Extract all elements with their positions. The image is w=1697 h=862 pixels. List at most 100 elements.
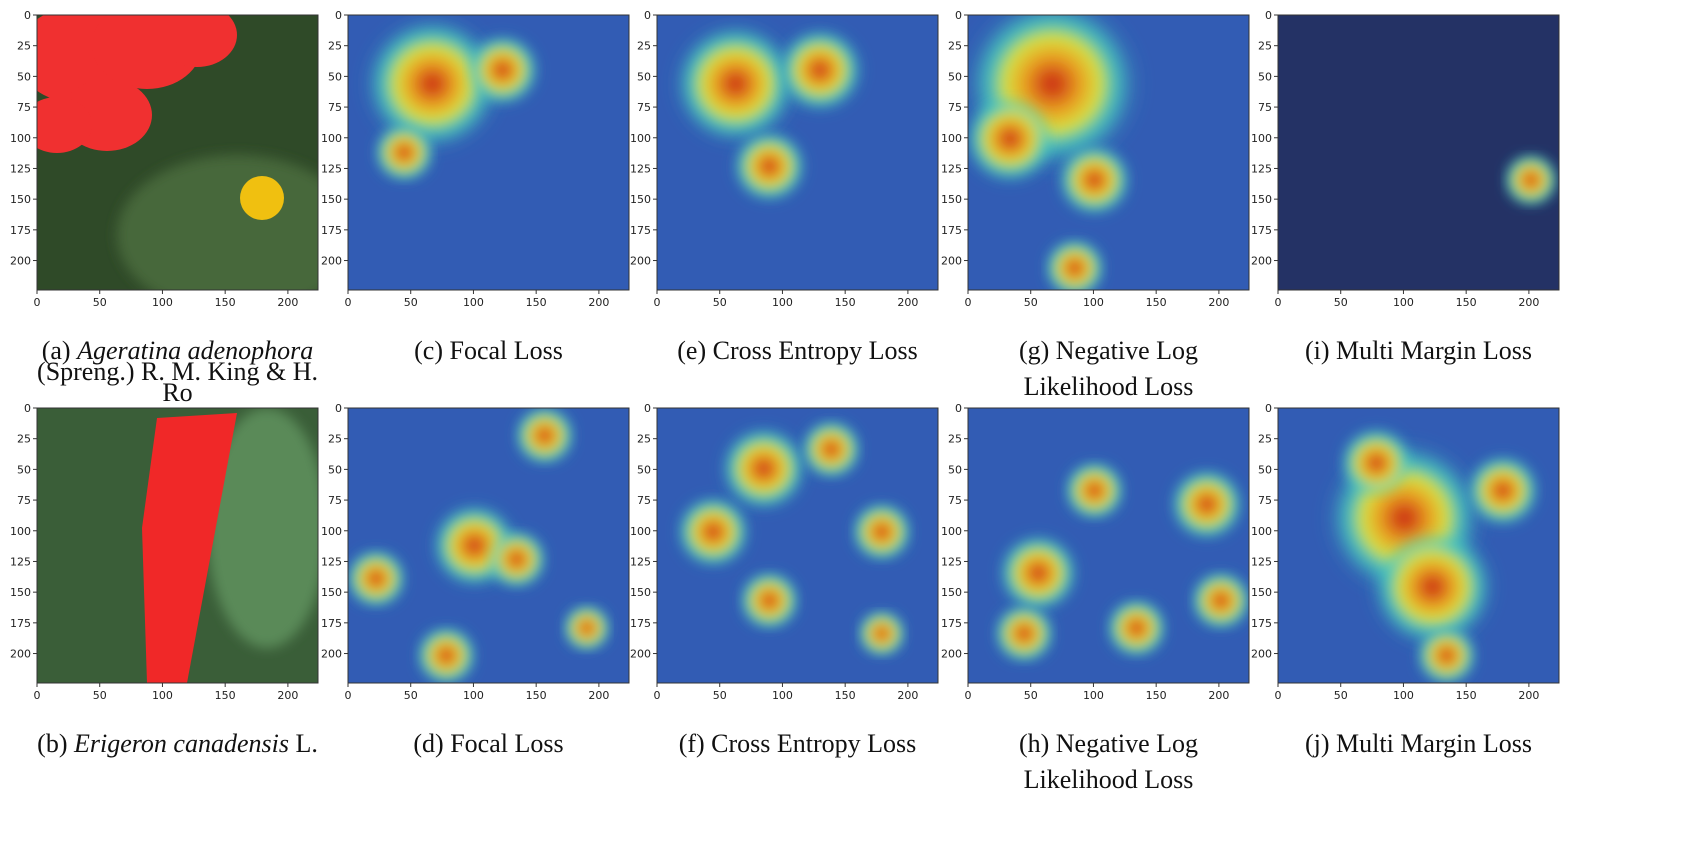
- caption: Likelihood Loss: [1024, 372, 1194, 401]
- heat-core: [1001, 537, 1075, 609]
- heat-core: [418, 628, 475, 683]
- caption-part: (b): [37, 729, 74, 758]
- x-tick-label: 50: [1024, 296, 1038, 309]
- y-tick-label: 0: [1265, 9, 1272, 22]
- x-tick-label: 50: [404, 296, 418, 309]
- heat-core: [741, 573, 798, 628]
- x-tick-label: 150: [526, 689, 547, 702]
- y-tick-label: 0: [644, 9, 651, 22]
- caption-part: Ageratina adenophora: [75, 336, 313, 365]
- y-tick-label: 175: [941, 224, 962, 237]
- x-tick-label: 150: [215, 689, 236, 702]
- y-tick-label: 0: [644, 402, 651, 415]
- y-tick-label: 25: [948, 433, 962, 446]
- y-tick-label: 0: [335, 9, 342, 22]
- y-tick-label: 0: [955, 9, 962, 22]
- caption-part: (d) Focal Loss: [413, 729, 563, 758]
- y-tick-label: 75: [328, 101, 342, 114]
- x-tick-label: 50: [93, 689, 107, 702]
- x-tick-label: 0: [345, 296, 352, 309]
- x-tick-label: 100: [463, 296, 484, 309]
- caption: (a) Ageratina adenophora: [42, 336, 314, 365]
- y-tick-label: 125: [321, 555, 342, 568]
- y-tick-label: 50: [948, 70, 962, 83]
- heat-core: [516, 408, 573, 463]
- y-tick-label: 100: [941, 525, 962, 538]
- caption: (c) Focal Loss: [414, 336, 563, 365]
- x-tick-label: 200: [897, 689, 918, 702]
- y-tick-label: 75: [948, 101, 962, 114]
- panel: 0 50 100 150 200 0 25 50 75 100 125 150 175 200 (b) Er…: [10, 402, 319, 758]
- x-tick-label: 100: [152, 296, 173, 309]
- frame: [1277, 14, 1560, 291]
- heat-core: [853, 504, 910, 560]
- x-tick-label: 200: [1208, 296, 1229, 309]
- y-tick-label: 0: [1265, 402, 1272, 415]
- panel: 0 50 100 150 200 0 25 50 75 100 125 150 175 200 (c) Fo…: [321, 9, 630, 365]
- heat-core: [996, 606, 1053, 661]
- heat-core: [1046, 240, 1103, 290]
- y-tick-label: 25: [637, 40, 651, 53]
- red-plant: [142, 413, 237, 683]
- y-tick-label: 50: [1258, 70, 1272, 83]
- y-tick-label: 200: [10, 255, 31, 268]
- y-tick-label: 125: [630, 555, 651, 568]
- x-tick-label: 50: [713, 296, 727, 309]
- x-tick-label: 0: [654, 689, 661, 702]
- caption-part: (c) Focal Loss: [414, 336, 563, 365]
- x-tick-label: 0: [34, 296, 41, 309]
- heat-core: [1066, 463, 1123, 518]
- panel: 0 50 100 150 200 0 25 50 75 100 125 150 175 200 (g) Ne…: [941, 9, 1250, 401]
- y-tick-label: 50: [637, 463, 651, 476]
- image: [1278, 15, 1559, 290]
- image: [37, 15, 318, 290]
- heat-core: [488, 531, 545, 587]
- y-tick-label: 150: [941, 586, 962, 599]
- caption-part: Erigeron canadensis: [73, 729, 289, 758]
- y-tick-label: 175: [321, 617, 342, 630]
- y-tick-label: 75: [328, 494, 342, 507]
- x-tick-label: 150: [835, 689, 856, 702]
- y-tick-label: 175: [1251, 224, 1272, 237]
- heat-core: [564, 606, 610, 650]
- x-tick-label: 50: [1334, 296, 1348, 309]
- y-tick-label: 125: [321, 162, 342, 175]
- heat-core: [968, 97, 1053, 180]
- x-tick-label: 50: [93, 296, 107, 309]
- y-tick-label: 150: [1251, 193, 1272, 206]
- y-tick-label: 100: [630, 525, 651, 538]
- y-tick-label: 50: [948, 463, 962, 476]
- y-tick-label: 25: [1258, 433, 1272, 446]
- x-tick-label: 100: [1393, 689, 1414, 702]
- x-tick-label: 200: [588, 689, 609, 702]
- heat-core: [1060, 147, 1129, 213]
- caption-part: L.: [289, 729, 318, 758]
- heat-core: [348, 551, 405, 606]
- image: [657, 408, 938, 683]
- caption: (i) Multi Margin Loss: [1305, 336, 1532, 365]
- y-tick-label: 175: [941, 617, 962, 630]
- y-tick-label: 0: [335, 402, 342, 415]
- y-tick-label: 175: [321, 224, 342, 237]
- y-tick-label: 75: [17, 101, 31, 114]
- x-tick-label: 100: [772, 689, 793, 702]
- x-tick-label: 0: [34, 689, 41, 702]
- y-tick-label: 200: [630, 255, 651, 268]
- frame: [656, 407, 939, 684]
- caption-part: (a): [42, 336, 77, 365]
- x-tick-label: 0: [345, 689, 352, 702]
- heat-core: [859, 611, 905, 656]
- x-tick-label: 100: [152, 689, 173, 702]
- x-tick-label: 200: [1518, 689, 1539, 702]
- caption-part: Likelihood Loss: [1024, 765, 1194, 794]
- x-tick-label: 50: [713, 689, 727, 702]
- frame: [36, 14, 319, 291]
- x-tick-label: 200: [897, 296, 918, 309]
- caption: (Spreng.) R. M. King & H.: [37, 357, 318, 386]
- x-tick-label: 150: [835, 296, 856, 309]
- heat-core: [468, 37, 537, 103]
- caption: (b) Erigeron canadensis L.: [37, 729, 318, 758]
- caption-part: (j) Multi Margin Loss: [1305, 729, 1532, 758]
- y-tick-label: 25: [328, 433, 342, 446]
- y-tick-label: 50: [1258, 463, 1272, 476]
